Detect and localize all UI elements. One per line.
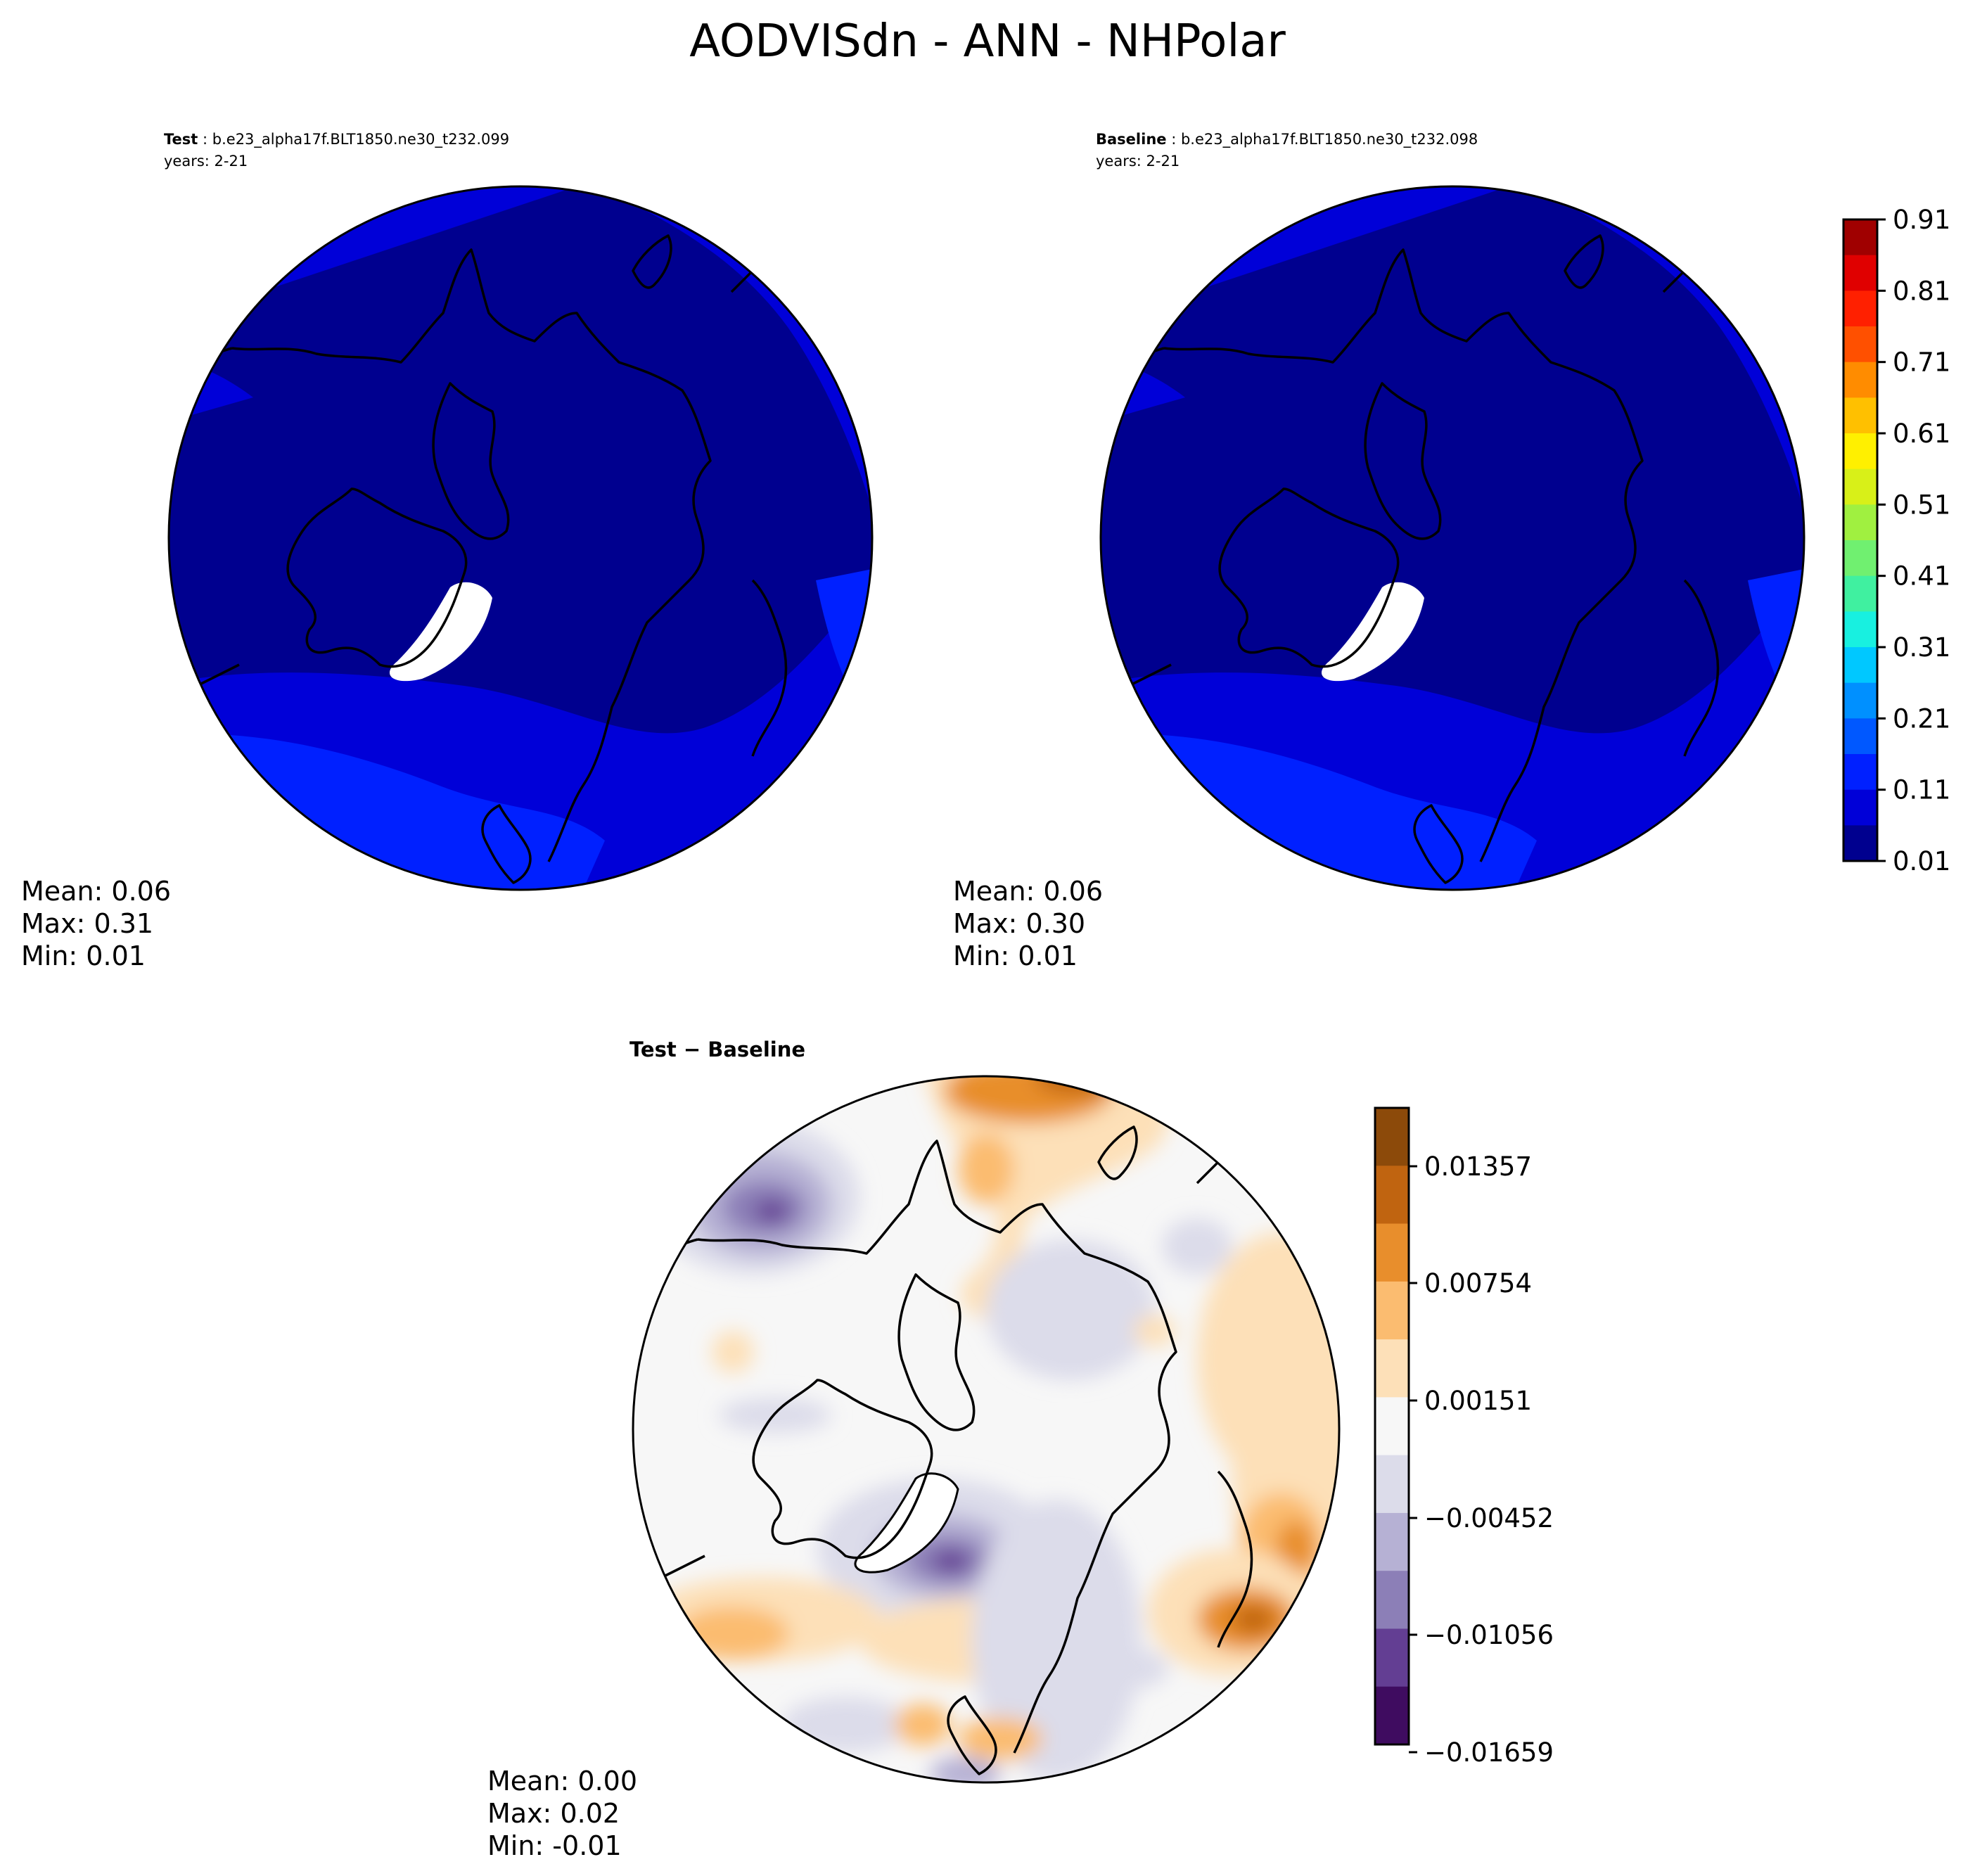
main-colorbar-swatch	[1843, 326, 1877, 363]
main-colorbar-swatch	[1843, 362, 1877, 398]
baseline-years: years: 2-21	[1096, 153, 1180, 170]
test-label: Test	[164, 131, 198, 148]
difference-colorbar-swatch	[1375, 1455, 1409, 1514]
difference-map-boundary	[632, 1075, 1341, 1784]
svg-text:Test : b.e23_alpha17f.BLT1850.: Test : b.e23_alpha17f.BLT1850.ne30_t232.…	[164, 131, 509, 148]
main-colorbar-tick-label: 0.91	[1893, 205, 1950, 235]
baseline-max: Max: 0.30	[953, 908, 1085, 939]
main-colorbar: 0.01 0.11 0.21 0.31 0.41 0.51 0.61 0.71 0.81 0.91	[1842, 205, 1950, 876]
main-colorbar-swatch	[1843, 611, 1877, 648]
difference-map	[633, 1060, 1373, 1795]
baseline-case-name: b.e23_alpha17f.BLT1850.ne30_t232.098	[1181, 131, 1478, 148]
main-colorbar-swatch	[1843, 825, 1877, 862]
main-colorbar-swatch	[1843, 540, 1877, 577]
difference-min: Min: -0.01	[487, 1830, 622, 1861]
test-min: Min: 0.01	[21, 940, 146, 971]
difference-colorbar-tick-label: −0.01056	[1424, 1620, 1554, 1650]
baseline-map	[1101, 186, 1804, 890]
test-map-boundary	[167, 185, 874, 891]
main-colorbar-swatch	[1843, 504, 1877, 541]
difference-colorbar-swatch	[1375, 1108, 1409, 1166]
test-mean: Mean: 0.06	[21, 876, 171, 907]
main-colorbar-frame	[1842, 218, 1879, 862]
main-colorbar-swatch	[1843, 789, 1877, 826]
difference-panel: Test − Baseline Mean: 0.00 Max: 0.02 Min…	[487, 1038, 1373, 1861]
difference-colorbar-tick-label: 0.01357	[1424, 1151, 1532, 1182]
difference-colorbar-swatch	[1375, 1512, 1409, 1571]
difference-colorbar-swatch	[1375, 1223, 1409, 1282]
main-colorbar-swatch	[1843, 682, 1877, 719]
difference-colorbar-tick-label: 0.00754	[1424, 1268, 1532, 1298]
difference-max: Max: 0.02	[487, 1798, 620, 1829]
main-colorbar-tick-label: 0.71	[1893, 347, 1950, 378]
difference-colorbar-swatch	[1375, 1166, 1409, 1225]
main-colorbar-tick-label: 0.41	[1893, 561, 1950, 592]
test-max: Max: 0.31	[21, 908, 153, 939]
main-colorbar-swatch	[1843, 255, 1877, 291]
difference-label: Test − Baseline	[629, 1038, 805, 1061]
difference-colorbar: 0.01357 0.00754 0.00151 −0.00452 −0.01056 −0.…	[1374, 1106, 1554, 1768]
difference-colorbar-swatch	[1375, 1281, 1409, 1340]
difference-colorbar-swatch	[1375, 1628, 1409, 1687]
baseline-map-boundary	[1099, 185, 1805, 891]
difference-colorbar-swatch	[1375, 1397, 1409, 1456]
difference-mean: Mean: 0.00	[487, 1766, 637, 1797]
baseline-panel: Baseline : b.e23_alpha17f.BLT1850.ne30_t…	[953, 131, 1805, 971]
baseline-label: Baseline	[1096, 131, 1167, 148]
difference-colorbar-swatch	[1375, 1571, 1409, 1629]
main-colorbar-tick-label: 0.81	[1893, 276, 1950, 306]
main-colorbar-swatch	[1843, 647, 1877, 684]
baseline-mean: Mean: 0.06	[953, 876, 1103, 907]
main-colorbar-swatch	[1843, 291, 1877, 327]
difference-colorbar-frame	[1374, 1106, 1410, 1746]
main-colorbar-tick-label: 0.01	[1893, 846, 1950, 876]
main-colorbar-tick-label: 0.21	[1893, 703, 1950, 734]
test-map	[169, 186, 872, 890]
main-colorbar-tick-label: 0.11	[1893, 775, 1950, 805]
figure-title: AODVISdn - ANN - NHPolar	[689, 15, 1286, 68]
main-colorbar-swatch	[1843, 433, 1877, 470]
main-colorbar-tick-label: 0.61	[1893, 419, 1950, 449]
main-colorbar-swatch	[1843, 754, 1877, 791]
main-colorbar-tick-label: 0.31	[1893, 632, 1950, 663]
main-colorbar-swatch	[1843, 575, 1877, 612]
test-years: years: 2-21	[164, 153, 248, 170]
difference-colorbar-swatch	[1375, 1339, 1409, 1398]
main-colorbar-swatch	[1843, 718, 1877, 755]
main-colorbar-tick-label: 0.51	[1893, 490, 1950, 520]
main-colorbar-swatch	[1843, 219, 1877, 256]
baseline-min: Min: 0.01	[953, 940, 1078, 971]
difference-colorbar-tick-label: 0.00151	[1424, 1386, 1532, 1416]
test-panel: Test : b.e23_alpha17f.BLT1850.ne30_t232.…	[21, 131, 874, 971]
difference-colorbar-swatch	[1375, 1686, 1409, 1745]
main-colorbar-swatch	[1843, 468, 1877, 505]
test-case-name: b.e23_alpha17f.BLT1850.ne30_t232.099	[212, 131, 509, 148]
difference-colorbar-tick-label: −0.01659	[1424, 1737, 1554, 1768]
svg-text:Baseline : b.e23_alpha17f.BLT1: Baseline : b.e23_alpha17f.BLT1850.ne30_t…	[1096, 131, 1478, 148]
main-colorbar-swatch	[1843, 397, 1877, 434]
difference-colorbar-tick-label: −0.00452	[1424, 1503, 1554, 1533]
